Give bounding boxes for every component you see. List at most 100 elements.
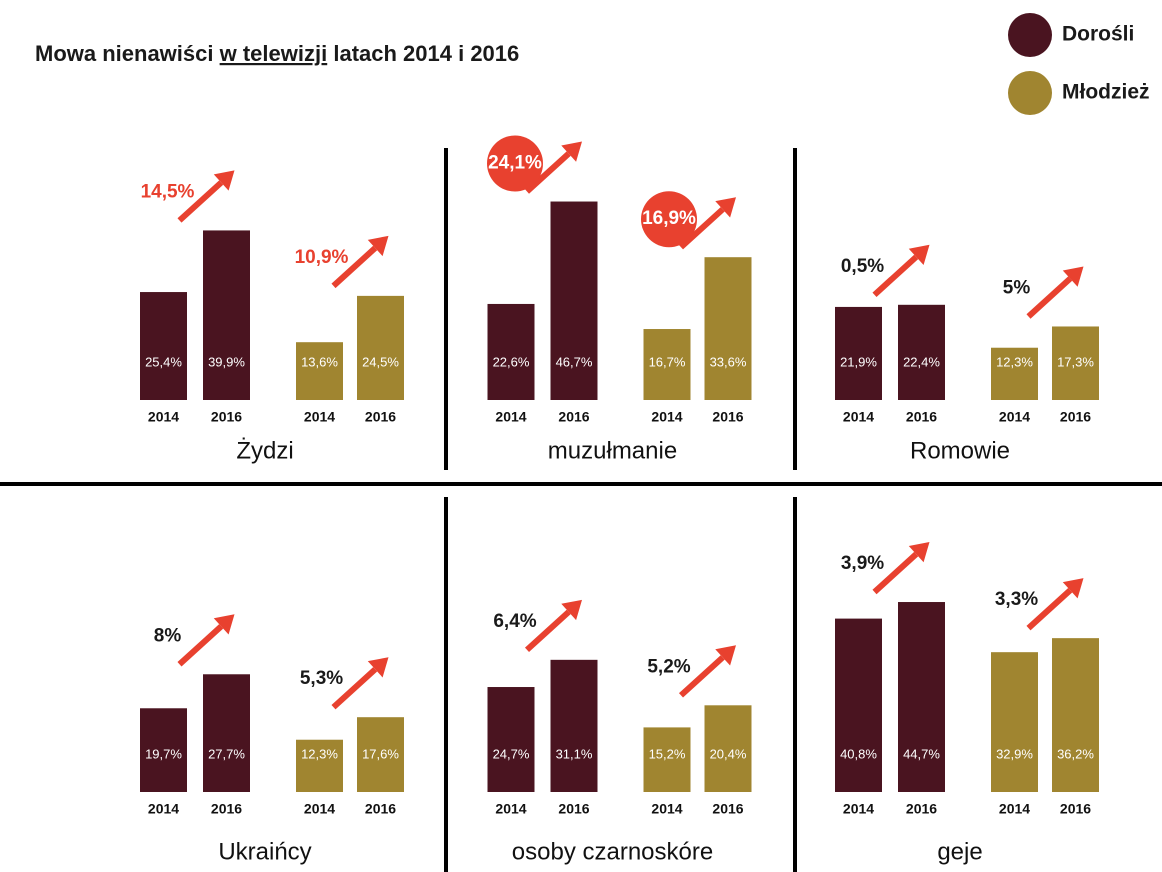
bar bbox=[898, 602, 945, 792]
arrow-head bbox=[213, 170, 235, 191]
title: Mowa nienawiści w telewizji latach 2014 … bbox=[35, 41, 519, 66]
value-label: 24,7% bbox=[493, 746, 530, 761]
arrow bbox=[177, 624, 224, 667]
value-label: 32,9% bbox=[996, 746, 1033, 761]
x-tick-label: 2016 bbox=[712, 409, 743, 425]
value-label: 12,3% bbox=[301, 746, 338, 761]
bar bbox=[203, 230, 250, 400]
bar bbox=[487, 303, 535, 400]
chart-title: geje bbox=[937, 838, 982, 865]
x-tick-label: 2014 bbox=[495, 409, 526, 425]
bar bbox=[357, 295, 404, 400]
bar bbox=[835, 306, 882, 400]
arrow-head bbox=[1062, 266, 1084, 287]
chart-title: Romowie bbox=[910, 437, 1010, 464]
annotation: 5,3% bbox=[300, 668, 343, 689]
arrow bbox=[1026, 276, 1073, 319]
bar bbox=[140, 292, 187, 400]
bar bbox=[140, 708, 187, 792]
x-tick-label: 2014 bbox=[999, 801, 1030, 817]
annotation-badge bbox=[487, 135, 543, 192]
x-tick-label: 2016 bbox=[1060, 801, 1091, 817]
x-tick-label: 2016 bbox=[906, 409, 937, 425]
x-tick-label: 2014 bbox=[843, 409, 874, 425]
arrow bbox=[872, 551, 919, 595]
bar bbox=[550, 659, 598, 792]
value-label: 12,3% bbox=[996, 354, 1033, 369]
bar bbox=[357, 717, 404, 792]
arrow bbox=[678, 207, 725, 250]
bar bbox=[296, 739, 343, 792]
bar bbox=[704, 257, 752, 400]
x-tick-label: 2014 bbox=[843, 801, 874, 817]
bar bbox=[898, 304, 945, 400]
arrow-head bbox=[715, 197, 736, 218]
value-label: 17,6% bbox=[362, 746, 399, 761]
title-part: Mowa nienawiści bbox=[35, 41, 214, 66]
x-tick-label: 2014 bbox=[651, 801, 682, 817]
arrow-head bbox=[908, 542, 930, 563]
bar bbox=[487, 687, 535, 792]
value-label: 22,4% bbox=[903, 354, 940, 369]
x-tick-label: 2016 bbox=[365, 409, 396, 425]
chart-title: muzułmanie bbox=[548, 437, 677, 464]
x-tick-label: 2016 bbox=[906, 801, 937, 817]
arrow-head bbox=[367, 235, 389, 257]
value-label: 16,7% bbox=[649, 354, 686, 369]
bar bbox=[1052, 326, 1099, 400]
annotation: 24,1% bbox=[488, 153, 542, 174]
arrow bbox=[524, 151, 571, 194]
bar bbox=[991, 652, 1038, 792]
value-label: 13,6% bbox=[301, 354, 338, 369]
arrow bbox=[331, 245, 378, 289]
x-tick-label: 2014 bbox=[304, 801, 335, 817]
value-label: 40,8% bbox=[840, 746, 877, 761]
chart-title: Żydzi bbox=[236, 437, 293, 464]
bar bbox=[991, 347, 1038, 400]
bar bbox=[835, 618, 882, 792]
annotation: 8% bbox=[154, 625, 182, 646]
x-tick-label: 2014 bbox=[304, 409, 335, 425]
arrow bbox=[678, 655, 725, 698]
bar bbox=[550, 201, 598, 400]
bar bbox=[704, 705, 752, 792]
arrow-head bbox=[561, 141, 582, 162]
annotation: 6,4% bbox=[493, 611, 536, 632]
x-tick-label: 2014 bbox=[651, 409, 682, 425]
arrow bbox=[1026, 588, 1073, 631]
value-label: 44,7% bbox=[903, 746, 940, 761]
legend-swatch bbox=[1008, 13, 1052, 57]
value-label: 39,9% bbox=[208, 354, 245, 369]
legend-swatch bbox=[1008, 71, 1052, 115]
arrow-head bbox=[908, 244, 930, 266]
x-tick-label: 2016 bbox=[558, 409, 589, 425]
legend-label: Młodzież bbox=[1062, 81, 1150, 104]
annotation: 16,9% bbox=[642, 208, 696, 229]
value-label: 36,2% bbox=[1057, 746, 1094, 761]
value-label: 15,2% bbox=[649, 746, 686, 761]
value-label: 46,7% bbox=[556, 354, 593, 369]
chart-title: Ukraińcy bbox=[218, 838, 311, 865]
arrow bbox=[524, 609, 571, 653]
annotation: 3,3% bbox=[995, 589, 1038, 610]
value-label: 25,4% bbox=[145, 354, 182, 369]
value-label: 21,9% bbox=[840, 354, 877, 369]
arrow-head bbox=[213, 614, 235, 635]
bar bbox=[643, 329, 691, 400]
arrow bbox=[177, 180, 224, 223]
x-tick-label: 2016 bbox=[211, 801, 242, 817]
value-label: 27,7% bbox=[208, 746, 245, 761]
value-label: 24,5% bbox=[362, 354, 399, 369]
annotation: 3,9% bbox=[841, 553, 884, 574]
x-tick-label: 2016 bbox=[365, 801, 396, 817]
annotation: 10,9% bbox=[295, 247, 349, 268]
annotation: 5% bbox=[1003, 277, 1031, 298]
arrow bbox=[872, 254, 919, 298]
arrow bbox=[331, 667, 378, 710]
x-tick-label: 2014 bbox=[148, 409, 179, 425]
annotation: 14,5% bbox=[141, 181, 195, 202]
x-tick-label: 2014 bbox=[148, 801, 179, 817]
value-label: 31,1% bbox=[556, 746, 593, 761]
